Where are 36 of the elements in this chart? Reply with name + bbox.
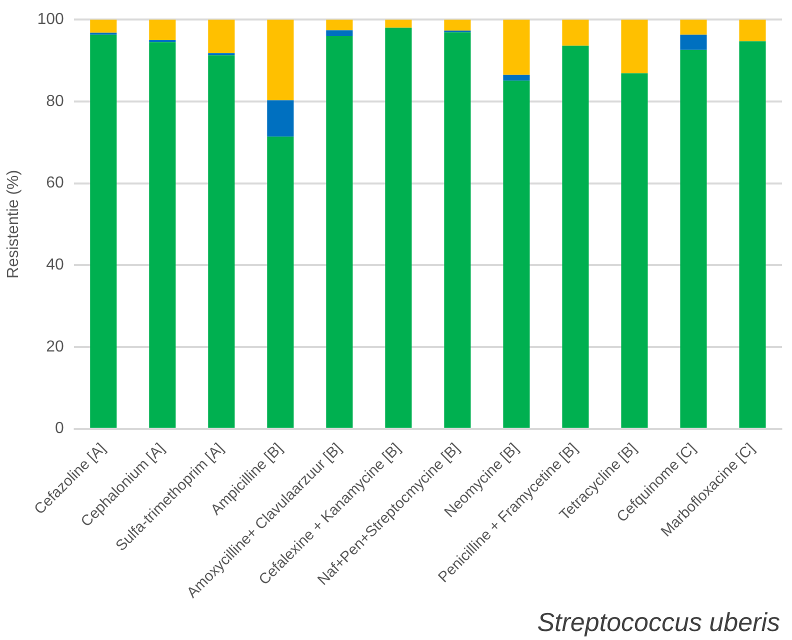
bar — [385, 28, 412, 428]
bar — [621, 73, 648, 428]
bar — [326, 20, 353, 30]
y-tick-label: 40 — [46, 256, 64, 274]
y-tick-label: 20 — [46, 338, 64, 356]
bar — [680, 20, 707, 35]
bar — [326, 30, 353, 36]
y-tick-label: 80 — [46, 92, 64, 110]
bar — [562, 20, 589, 46]
x-axis-title: Streptococcus uberis — [537, 607, 780, 638]
bar — [208, 20, 235, 54]
bar — [149, 42, 176, 428]
y-tick-label: 60 — [46, 174, 64, 192]
y-axis-title: Resistentie (%) — [5, 170, 22, 278]
bar — [680, 50, 707, 428]
bar — [503, 80, 530, 428]
bar — [149, 20, 176, 40]
bar — [739, 20, 766, 42]
bar — [208, 55, 235, 428]
bar — [90, 34, 117, 428]
bar — [267, 20, 294, 100]
bar — [562, 46, 589, 428]
bar — [385, 20, 412, 28]
bar — [90, 20, 117, 33]
y-tick-label: 100 — [37, 11, 64, 28]
bar — [621, 20, 648, 74]
y-tick-label: 0 — [54, 420, 64, 438]
bar — [326, 36, 353, 428]
bar — [267, 136, 294, 428]
bar — [267, 100, 294, 137]
bar — [444, 20, 471, 31]
bar — [503, 20, 530, 75]
bar — [503, 74, 530, 81]
bar — [444, 32, 471, 428]
bar — [739, 41, 766, 428]
bar — [680, 34, 707, 50]
